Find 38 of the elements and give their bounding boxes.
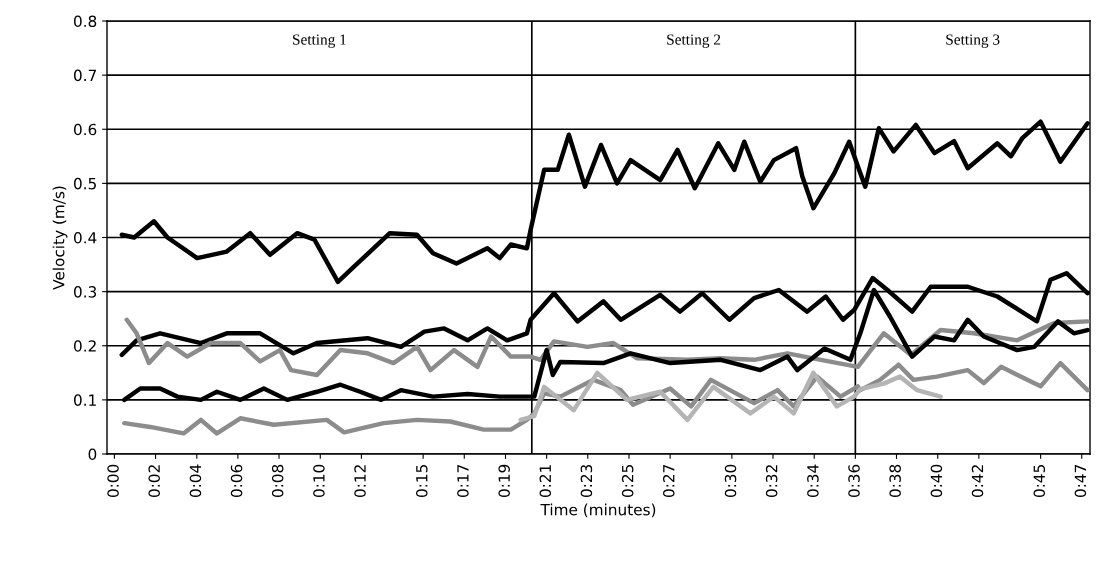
x-tick-label: 0:23 — [580, 464, 593, 498]
x-tick-label: 0:12 — [354, 465, 366, 498]
x-tick-label: 0:38 — [889, 464, 901, 498]
x-tick-label: 0:04 — [189, 464, 202, 498]
x-tick-label: 0:34 — [807, 464, 819, 498]
x-tick-label: 0:25 — [621, 465, 634, 498]
x-tick-label: 0:19 — [498, 464, 510, 498]
x-tick-label: 0:47 — [1074, 465, 1087, 498]
x-axis-title: Time (minutes) — [540, 503, 656, 518]
y-tick-label: 0.5 — [73, 177, 96, 190]
y-tick-label: 0.4 — [73, 231, 97, 244]
line-series — [518, 370, 943, 423]
y-tick-label: 0.6 — [73, 123, 97, 136]
x-tick-label: 0:17 — [457, 465, 469, 498]
y-tick-label: 0.2 — [73, 340, 96, 352]
x-tick-label: 0:45 — [1033, 465, 1046, 498]
y-axis-title: Velocity (m/s) — [52, 186, 68, 290]
x-tick-label: 0:02 — [148, 465, 160, 498]
x-tick-label: 0:10 — [313, 464, 325, 498]
annotation: Setting 2 — [667, 34, 721, 48]
x-tick-label: 0:21 — [539, 465, 552, 498]
x-tick-label: 0:06 — [230, 464, 243, 498]
x-tick-label: 0:40 — [930, 464, 943, 498]
x-tick-label: 0:32 — [765, 465, 778, 498]
x-tick-label: 0:36 — [848, 464, 860, 498]
x-tick-label: 0:08 — [271, 464, 284, 498]
x-tick-label: 0:30 — [724, 464, 737, 498]
y-tick-label: 0.8 — [73, 15, 97, 28]
y-tick-label: 0.3 — [73, 286, 97, 298]
y-tick-label: 0.1 — [73, 394, 96, 406]
y-tick-label: 0 — [88, 448, 97, 461]
annotation: Setting 1 — [293, 34, 346, 48]
x-tick-label: 0:00 — [107, 464, 119, 498]
annotation: Setting 3 — [946, 34, 1000, 48]
x-tick-label: 0:27 — [663, 465, 675, 498]
x-tick-label: 0:15 — [416, 465, 428, 498]
y-tick-label: 0.7 — [73, 69, 96, 82]
x-tick-label: 0:42 — [971, 465, 984, 498]
